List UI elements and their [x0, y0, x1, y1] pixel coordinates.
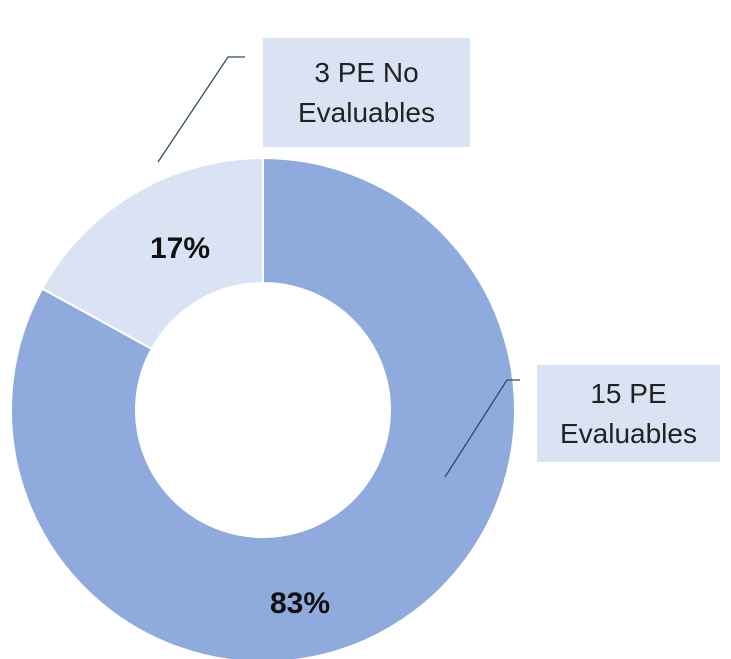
data-label: 83%	[270, 587, 330, 620]
leader-line	[157, 56, 245, 163]
slices	[10, 156, 516, 659]
donut-slice	[10, 156, 516, 659]
category-label: 3 PE No Evaluables	[263, 38, 470, 147]
category-label: 15 PE Evaluables	[537, 365, 720, 462]
donut-slice	[40, 156, 264, 351]
leader-line	[444, 379, 520, 478]
data-label: 17%	[150, 232, 210, 265]
